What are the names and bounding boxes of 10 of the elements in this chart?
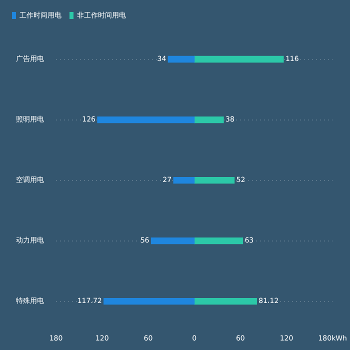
- bar: [173, 176, 195, 184]
- bar: [104, 298, 195, 305]
- bar: [194, 116, 224, 124]
- bar: [194, 56, 284, 63]
- bar: [150, 237, 195, 244]
- bar: [168, 56, 195, 63]
- bar: [194, 237, 244, 244]
- bar: [97, 116, 195, 124]
- bar: [194, 298, 257, 305]
- bar: [194, 176, 235, 184]
